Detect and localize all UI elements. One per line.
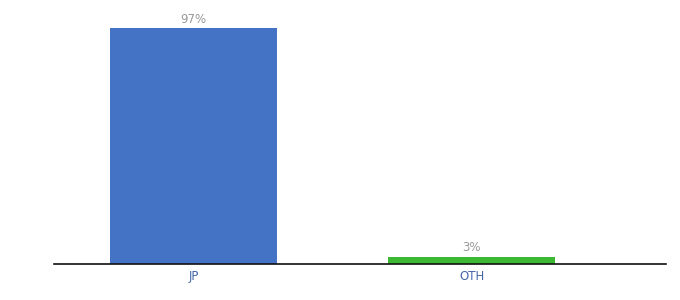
Text: 97%: 97% (180, 13, 207, 26)
Bar (388, 257, 555, 264)
Text: 3%: 3% (462, 241, 481, 254)
Bar (110, 28, 277, 264)
